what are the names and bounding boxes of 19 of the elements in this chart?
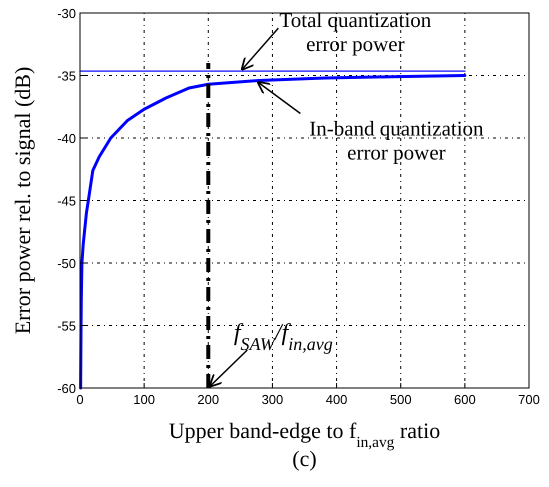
y-tick-label: -45 — [57, 194, 76, 208]
y-tick-label: -60 — [57, 381, 76, 396]
x-tick-label: 600 — [454, 392, 476, 407]
annotation: Total quantization error power — [279, 8, 432, 56]
y-tick-label: -30 — [57, 6, 76, 21]
x-tick-label: 100 — [133, 392, 155, 407]
y-tick-label: -55 — [57, 318, 76, 334]
y-tick-label: -50 — [57, 256, 76, 271]
annotation: In-band quantization error power — [309, 116, 484, 164]
x-tick-label: 500 — [390, 392, 412, 407]
x-tick-label: 400 — [326, 392, 348, 407]
annotation: f$_{SAW}$/f$_{in,avg}$ — [234, 320, 333, 354]
y-axis-title: Error power rel. to signal (dB) — [10, 66, 35, 334]
x-tick-label: 700 — [518, 392, 540, 407]
y-tick-label: -40 — [57, 131, 76, 146]
x-tick-label: 200 — [197, 392, 220, 407]
x-tick-label: 0 — [76, 392, 84, 407]
y-tick-label: -35 — [57, 68, 76, 84]
x-tick-label: 300 — [262, 392, 284, 407]
